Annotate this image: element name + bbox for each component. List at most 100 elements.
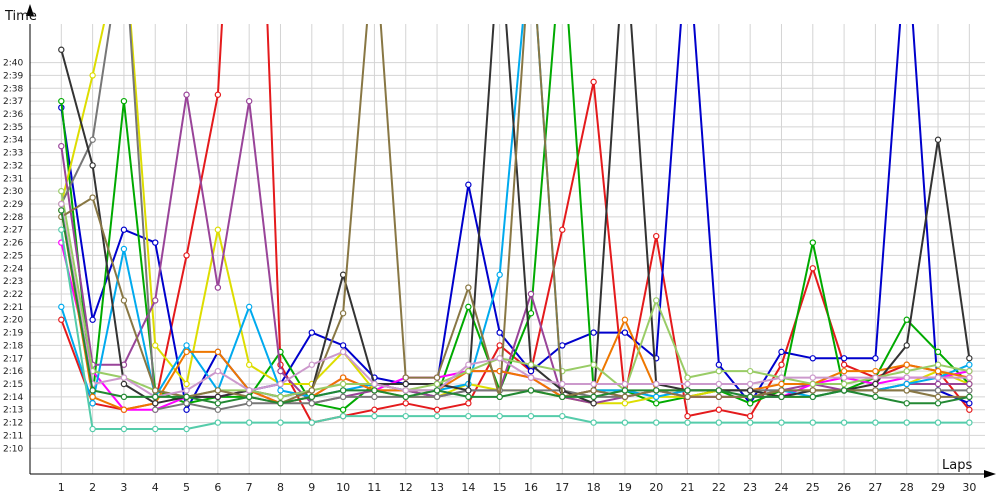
data-point (371, 387, 378, 394)
data-point (402, 393, 409, 401)
data-point (903, 316, 910, 323)
data-point (653, 393, 660, 401)
data-point (277, 387, 284, 394)
data-point (465, 400, 472, 407)
series-line (60, 203, 970, 398)
y-tick-label: 2:27 (3, 226, 23, 236)
data-point (778, 419, 785, 426)
series-line (60, 210, 970, 411)
y-tick-label: 2:28 (3, 213, 23, 223)
y-tick-label: 2:40 (3, 59, 23, 69)
data-point (684, 393, 691, 401)
data-point (872, 419, 879, 426)
data-point (89, 136, 96, 143)
data-point (527, 310, 535, 317)
data-point (245, 400, 253, 407)
data-point (214, 91, 222, 98)
data-point (183, 387, 190, 394)
data-point (465, 361, 472, 368)
data-point (840, 355, 848, 362)
data-point (778, 361, 785, 368)
series-6 (58, 239, 973, 413)
y-tick-label: 2:12 (3, 419, 23, 429)
data-point (527, 367, 535, 375)
y-axis-title: Time (4, 9, 37, 24)
data-point (465, 303, 472, 311)
data-point (245, 97, 253, 105)
data-point (89, 393, 96, 401)
data-point (433, 374, 441, 381)
data-point (183, 406, 190, 413)
data-point (653, 232, 660, 240)
data-point (527, 290, 535, 298)
data-point (934, 393, 942, 401)
data-point (371, 380, 378, 388)
data-point (214, 387, 222, 394)
data-point (778, 380, 785, 388)
data-point (809, 239, 816, 246)
data-point (746, 393, 754, 401)
data-point (402, 387, 409, 394)
y-tick-label: 2:24 (3, 264, 23, 274)
data-point (746, 412, 754, 420)
data-point (684, 419, 691, 426)
data-point (433, 380, 441, 388)
data-point (277, 393, 284, 401)
data-point (339, 393, 347, 401)
x-tick-label: 14 (461, 481, 475, 494)
data-point (58, 207, 65, 214)
x-tick-label: 28 (900, 481, 914, 494)
y-tick-label: 2:10 (3, 444, 23, 454)
data-point (934, 374, 942, 381)
data-point (966, 374, 973, 381)
x-tick-label: 16 (524, 481, 538, 494)
data-point (339, 387, 347, 394)
data-point (183, 252, 190, 259)
data-point (339, 310, 347, 317)
data-point (872, 367, 879, 375)
data-point (903, 342, 910, 349)
data-point (496, 355, 503, 362)
data-point (590, 361, 597, 368)
data-point (715, 387, 723, 394)
data-point (308, 329, 316, 336)
y-tick-label: 2:19 (3, 329, 23, 339)
data-point (245, 393, 253, 401)
data-point (465, 412, 472, 420)
data-point (58, 200, 65, 208)
data-point (809, 380, 816, 388)
data-point (715, 361, 723, 368)
data-point (214, 348, 222, 356)
data-point (903, 374, 910, 381)
x-tick-label: 21 (681, 481, 695, 494)
y-tick-label: 2:33 (3, 149, 23, 159)
y-tick-label: 2:11 (3, 431, 23, 441)
x-tick-label: 3 (120, 481, 127, 494)
data-point (245, 361, 253, 368)
x-tick-labels: 1 2 3 4 5 6 7 8 9 10 11 12 13 14 15 16 17 18 19 20 21 22 23 24 2… (58, 481, 977, 494)
data-point (966, 367, 973, 375)
data-point (903, 400, 910, 407)
data-point (778, 348, 785, 356)
data-point (339, 406, 347, 413)
y-tick-label: 2:18 (3, 341, 23, 351)
x-tick-label: 9 (308, 481, 315, 494)
y-tick-label: 2:31 (3, 174, 23, 184)
data-point (433, 406, 441, 413)
data-point (527, 374, 535, 381)
y-tick-label: 2:36 (3, 110, 23, 120)
data-point (872, 387, 879, 394)
data-point (58, 187, 65, 195)
x-tick-label: 8 (277, 481, 284, 494)
data-point (402, 412, 409, 420)
data-point (371, 412, 378, 420)
data-point (746, 387, 754, 394)
x-tick-label: 24 (774, 481, 788, 494)
data-point (966, 406, 973, 413)
data-point (872, 374, 879, 381)
data-point (183, 91, 190, 98)
series-line (60, 24, 970, 411)
data-point (120, 406, 128, 413)
data-point (245, 419, 253, 426)
